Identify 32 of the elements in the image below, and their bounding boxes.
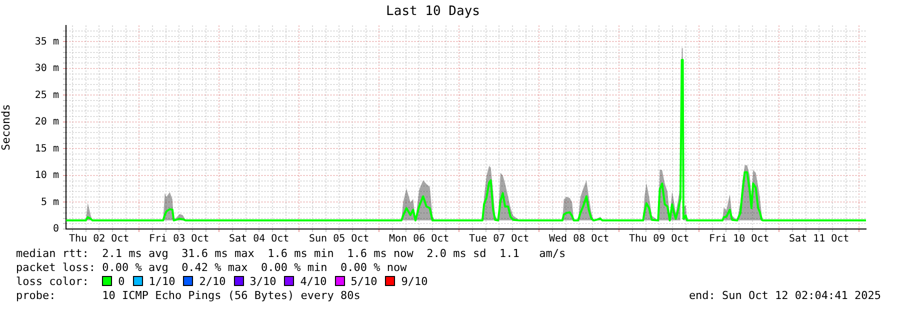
y-tick-label: 30 m (34, 63, 59, 74)
legend-label: 2/10 (198, 275, 226, 288)
chart-title: Last 10 Days (386, 4, 480, 20)
x-tick-label: Sat 04 Oct (229, 234, 290, 245)
text: packet loss: 0.00 % avg 0.42 % max 0.00 % min 0.00 % now (16, 261, 407, 274)
legend-title: loss color: (16, 275, 90, 288)
text: median rtt: 2.1 ms avg 31.6 ms max 1.6 ms min 1.6 ms now 2.0 ms sd 1.1 am/s (16, 247, 566, 260)
x-tick-label: Sun 05 Oct (309, 234, 370, 245)
y-axis-title: Seconds (0, 104, 12, 150)
legend-label: 0 (117, 275, 125, 288)
text: end: Sun Oct 12 02:04:41 2025 (688, 289, 881, 303)
legend-label: 3/10 (248, 275, 276, 288)
legend-label: 4/10 (299, 275, 327, 288)
y-tick-label: 0 (52, 224, 59, 235)
legend-label: 9/10 (400, 275, 428, 288)
y-tick-label: 15 m (34, 143, 59, 154)
y-tick-label: 25 m (34, 90, 59, 101)
legend-label: 1/10 (148, 275, 176, 288)
y-tick-label: 35 m (34, 36, 59, 48)
x-tick-label: Wed 08 Oct (549, 234, 610, 245)
legend-label: 5/10 (350, 275, 378, 288)
y-tick-label: 10 m (34, 170, 59, 182)
x-tick-label: Sat 11 Oct (789, 234, 850, 245)
y-tick-label: 5 m (40, 196, 59, 208)
y-tick-label: 20 m (34, 116, 59, 128)
x-tick-label: Tue 07 Oct (469, 234, 530, 245)
text: probe: 10 ICMP Echo Pings (56 Bytes) every 80s (16, 289, 360, 302)
x-tick-label: Fri 03 Oct (149, 234, 210, 245)
x-tick-label: Thu 09 Oct (629, 234, 690, 245)
x-tick-label: Mon 06 Oct (389, 234, 450, 245)
x-tick-label: Fri 10 Oct (709, 234, 770, 245)
x-tick-label: Thu 02 Oct (69, 234, 130, 245)
